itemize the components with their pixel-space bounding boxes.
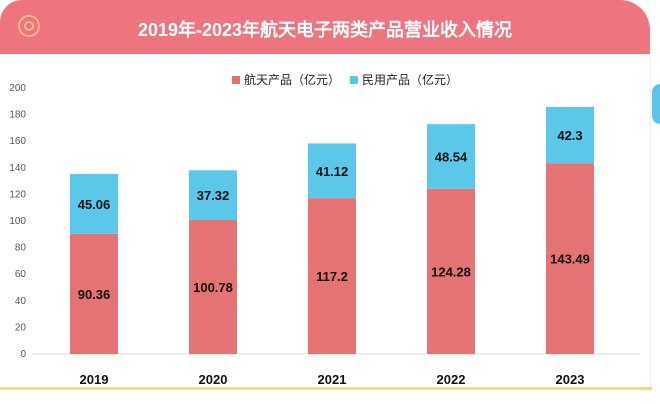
y-tick-label: 60 xyxy=(15,269,27,280)
y-tick-label: 80 xyxy=(15,243,27,254)
y-tick-label: 140 xyxy=(9,163,26,174)
y-tick-label: 180 xyxy=(9,110,26,121)
bar-aerospace xyxy=(546,163,594,354)
bar-civil xyxy=(70,173,118,234)
x-tick-label: 2023 xyxy=(556,372,585,387)
data-label: 117.2 xyxy=(316,269,348,284)
legend-label-aerospace: 航天产品（亿元） xyxy=(244,73,341,87)
legend-swatch-civil xyxy=(350,75,359,84)
legend-item-aerospace[interactable]: 航天产品（亿元） xyxy=(232,71,340,88)
bar-civil xyxy=(427,124,475,189)
y-tick-label: 40 xyxy=(15,296,27,307)
bar-aerospace xyxy=(308,198,356,354)
footer-divider xyxy=(0,387,652,390)
legend-label-civil: 民用产品（亿元） xyxy=(362,73,459,87)
x-tick-label: 2019 xyxy=(80,372,109,387)
chart-title: 2019年-2023年航天电子两类产品营业收入情况 xyxy=(137,20,513,40)
data-label: 41.12 xyxy=(316,164,349,179)
y-tick-label: 20 xyxy=(15,322,27,333)
data-label: 48.54 xyxy=(435,149,468,164)
y-tick-label: 200 xyxy=(9,83,26,94)
x-tick-label: 2021 xyxy=(318,372,347,387)
data-label: 124.28 xyxy=(431,264,471,279)
side-tab[interactable] xyxy=(652,84,660,124)
x-tick-label: 2022 xyxy=(437,372,466,387)
data-label: 143.49 xyxy=(550,252,590,267)
bar-aerospace xyxy=(70,233,118,354)
data-label: 42.3 xyxy=(557,128,582,143)
y-tick-label: 160 xyxy=(9,136,26,147)
data-label: 45.06 xyxy=(78,197,111,212)
concentric-circles-icon xyxy=(18,15,40,37)
bar-aerospace xyxy=(427,188,475,354)
data-label: 90.36 xyxy=(78,287,111,302)
data-label: 100.78 xyxy=(193,280,233,295)
y-tick-label: 120 xyxy=(9,189,26,200)
legend: 航天产品（亿元） 民用产品（亿元） xyxy=(232,71,458,88)
chart-panel xyxy=(0,54,651,400)
y-tick-label: 100 xyxy=(9,216,26,227)
bar-civil xyxy=(308,143,356,199)
bar-aerospace xyxy=(189,219,237,354)
bar-civil xyxy=(189,170,237,220)
legend-swatch-aerospace xyxy=(232,75,240,84)
legend-item-civil[interactable]: 民用产品（亿元） xyxy=(350,71,458,88)
data-label: 37.32 xyxy=(197,188,230,203)
x-tick-label: 2020 xyxy=(199,372,228,387)
y-tick-label: 0 xyxy=(20,349,26,360)
chart-header: 2019年-2023年航天电子两类产品营业收入情况 xyxy=(0,0,650,54)
bar-civil xyxy=(546,106,594,164)
